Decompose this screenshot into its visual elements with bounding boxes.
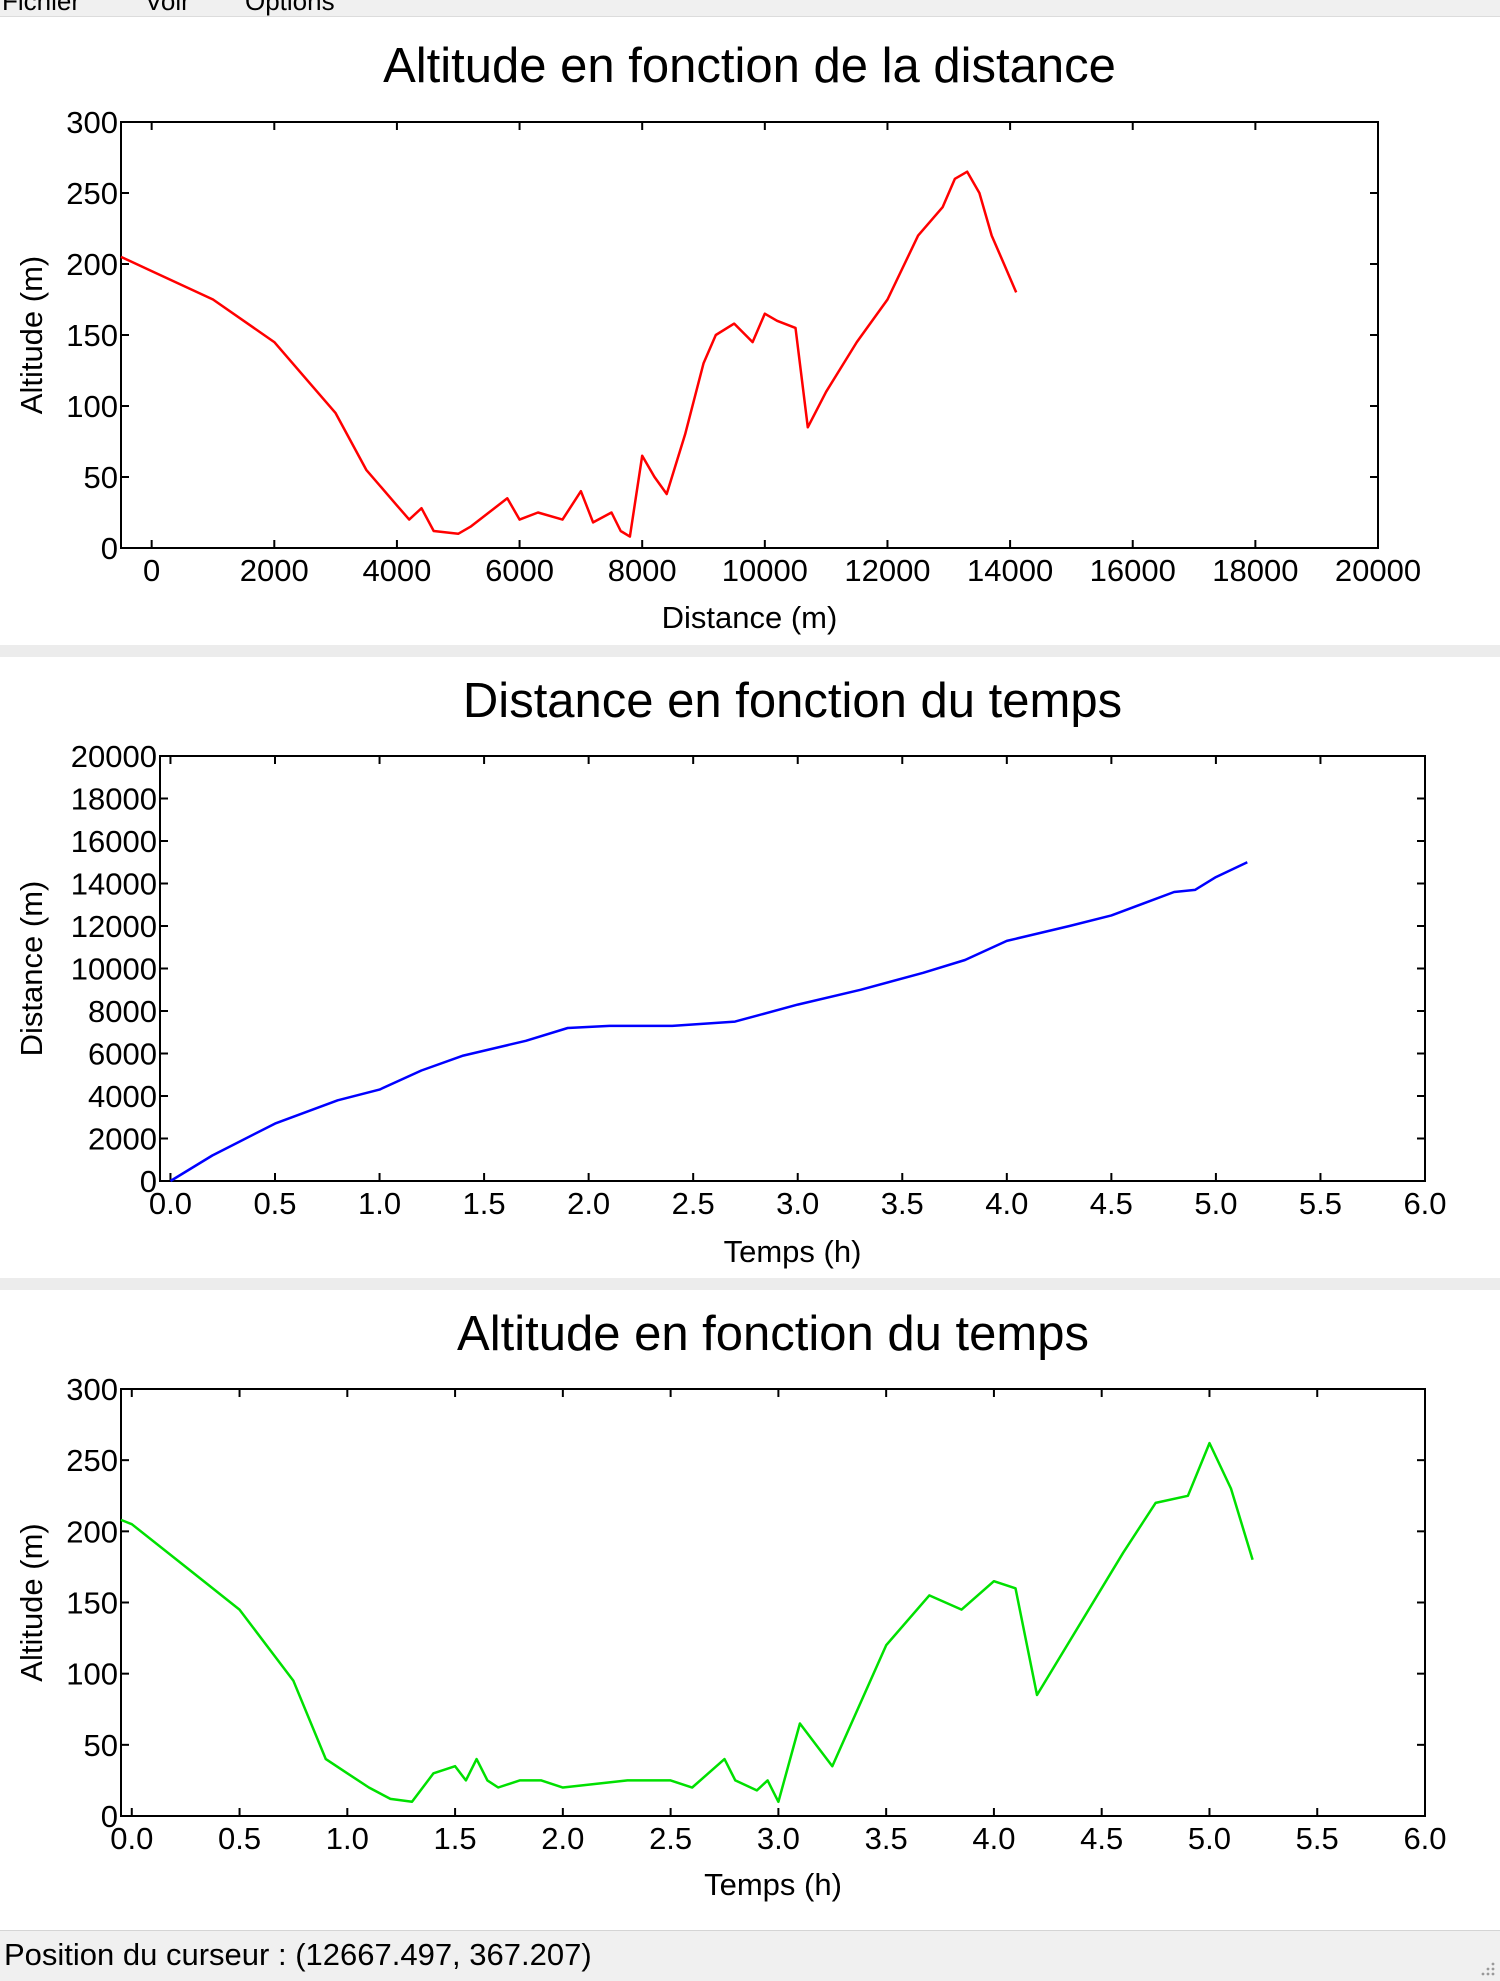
chart-title: Distance en fonction du temps — [463, 674, 1122, 728]
x-tick-label: 2.5 — [672, 1186, 715, 1221]
y-tick-label: 8000 — [88, 994, 157, 1029]
y-tick-label: 250 — [66, 1443, 118, 1478]
x-tick-label: 1.5 — [434, 1821, 477, 1856]
y-tick-label: 10000 — [71, 952, 157, 987]
x-tick-label: 2.0 — [567, 1186, 610, 1221]
menu-bar: Fichier Voir Options — [0, 0, 1500, 17]
series-line — [120, 1441, 1254, 1804]
y-tick-label: 100 — [66, 1657, 118, 1692]
x-tick-label: 8000 — [608, 553, 677, 588]
menu-item-fichier[interactable]: Fichier — [2, 0, 81, 16]
x-tick-label: 5.0 — [1194, 1186, 1237, 1221]
y-tick-label: 50 — [84, 460, 118, 495]
x-tick-label: 3.5 — [881, 1186, 924, 1221]
x-tick-label: 0.5 — [253, 1186, 296, 1221]
x-tick-label: 4.0 — [985, 1186, 1028, 1221]
y-tick-label: 4000 — [88, 1079, 157, 1114]
y-tick-label: 250 — [66, 176, 118, 211]
y-tick-label: 0 — [140, 1164, 157, 1199]
x-tick-label: 0.0 — [149, 1186, 192, 1221]
x-tick-label: 4.5 — [1080, 1821, 1123, 1856]
y-tick-label: 150 — [66, 318, 118, 353]
y-tick-label: 6000 — [88, 1037, 157, 1072]
y-tick-label: 0 — [101, 531, 118, 566]
x-tick-label: 5.5 — [1299, 1186, 1342, 1221]
plot-area — [159, 755, 1426, 1182]
y-tick-label: 300 — [66, 105, 118, 140]
y-tick-label: 12000 — [71, 909, 157, 944]
plot-area — [120, 121, 1379, 549]
y-axis-label: Distance (m) — [14, 881, 49, 1057]
x-tick-label: 4.0 — [972, 1821, 1015, 1856]
cursor-position-text: Position du curseur : (12667.497, 367.20… — [4, 1937, 592, 1972]
x-tick-label: 3.0 — [776, 1186, 819, 1221]
y-tick-label: 200 — [66, 1514, 118, 1549]
y-tick-label: 50 — [84, 1728, 118, 1763]
menu-item-options[interactable]: Options — [245, 0, 335, 16]
x-axis-label: Temps (h) — [704, 1867, 842, 1902]
x-tick-label: 1.0 — [358, 1186, 401, 1221]
x-tick-label: 5.5 — [1296, 1821, 1339, 1856]
series-line — [169, 861, 1248, 1183]
x-axis-label: Distance (m) — [662, 600, 838, 635]
x-tick-label: 2.5 — [649, 1821, 692, 1856]
y-tick-label: 100 — [66, 389, 118, 424]
x-tick-label: 2000 — [240, 553, 309, 588]
x-tick-label: 0.0 — [110, 1821, 153, 1856]
y-tick-label: 20000 — [71, 739, 157, 774]
chart-separator — [0, 645, 1500, 657]
x-tick-label: 14000 — [967, 553, 1053, 588]
series-line — [120, 170, 1018, 538]
y-axis-label: Altitude (m) — [14, 256, 49, 414]
y-tick-label: 150 — [66, 1586, 118, 1621]
plot-area — [120, 1388, 1426, 1817]
y-tick-label: 200 — [66, 247, 118, 282]
x-tick-label: 6.0 — [1403, 1821, 1446, 1856]
x-tick-label: 0 — [143, 553, 160, 588]
menu-item-voir[interactable]: Voir — [145, 0, 190, 16]
chart-separator — [0, 1278, 1500, 1290]
x-axis-label: Temps (h) — [724, 1234, 862, 1269]
y-tick-label: 14000 — [71, 867, 157, 902]
x-tick-label: 4.5 — [1090, 1186, 1133, 1221]
x-tick-label: 16000 — [1090, 553, 1176, 588]
x-tick-label: 10000 — [722, 553, 808, 588]
x-tick-label: 2.0 — [541, 1821, 584, 1856]
x-tick-label: 18000 — [1212, 553, 1298, 588]
x-tick-label: 0.5 — [218, 1821, 261, 1856]
chart-title: Altitude en fonction de la distance — [383, 39, 1116, 93]
x-tick-label: 20000 — [1335, 553, 1421, 588]
x-tick-label: 12000 — [844, 553, 930, 588]
x-tick-label: 1.0 — [326, 1821, 369, 1856]
y-tick-label: 0 — [101, 1799, 118, 1834]
x-tick-label: 6.0 — [1403, 1186, 1446, 1221]
x-tick-label: 5.0 — [1188, 1821, 1231, 1856]
x-tick-label: 1.5 — [463, 1186, 506, 1221]
y-axis-label: Altitude (m) — [14, 1523, 49, 1681]
resize-grip-icon[interactable] — [1478, 1959, 1496, 1977]
status-bar: Position du curseur : (12667.497, 367.20… — [0, 1930, 1500, 1981]
y-tick-label: 2000 — [88, 1122, 157, 1157]
x-tick-label: 6000 — [485, 553, 554, 588]
x-tick-label: 3.5 — [865, 1821, 908, 1856]
x-tick-label: 4000 — [362, 553, 431, 588]
y-tick-label: 300 — [66, 1372, 118, 1407]
y-tick-label: 16000 — [71, 824, 157, 859]
y-tick-label: 18000 — [71, 782, 157, 817]
x-tick-label: 3.0 — [757, 1821, 800, 1856]
chart-title: Altitude en fonction du temps — [457, 1307, 1089, 1361]
